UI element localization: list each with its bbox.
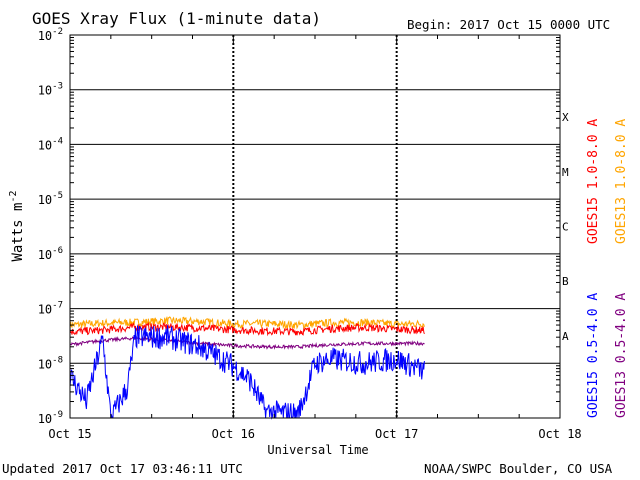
x-tick-label: Oct 17 <box>375 427 418 441</box>
y-tick-label: 10-9 <box>38 410 63 426</box>
flare-class-labels: A B C M X <box>562 111 569 343</box>
y-tick-base: 10 <box>38 357 52 371</box>
plot-area <box>70 34 560 419</box>
x-tick-label: Oct 18 <box>538 427 581 441</box>
x-axis-label: Universal Time <box>267 443 368 457</box>
y-tick-label: 10-6 <box>38 246 63 262</box>
y-tick-label: 10-8 <box>38 355 63 371</box>
flare-class-label: M <box>562 166 569 179</box>
y-tick-label: 10-5 <box>38 191 63 207</box>
y-axis-label-exponent: -2 <box>8 190 19 202</box>
y-tick-exponent: -6 <box>52 246 63 256</box>
y-axis-label: Watts m-2 <box>8 190 26 261</box>
flare-class-label: A <box>562 330 569 343</box>
y-tick-label: 10-2 <box>38 27 63 43</box>
y-tick-base: 10 <box>38 138 52 152</box>
y-tick-label: 10-3 <box>38 82 63 98</box>
series-line <box>69 335 425 350</box>
updated-timestamp: Updated 2017 Oct 17 03:46:11 UTC <box>2 461 243 476</box>
y-tick-label: 10-7 <box>38 301 63 317</box>
flare-class-label: B <box>562 275 569 288</box>
y-axis-label-text: Watts m <box>10 203 26 262</box>
y-tick-exponent: -5 <box>52 191 63 201</box>
series-layer <box>69 315 425 420</box>
legend: GOES15 1.0-8.0 A GOES13 1.0-8.0 A GOES15 0… <box>586 119 629 418</box>
y-tick-exponent: -3 <box>52 82 63 92</box>
y-tick-base: 10 <box>38 303 52 317</box>
legend-entry: GOES15 1.0-8.0 A <box>586 119 601 244</box>
y-tick-base: 10 <box>38 84 52 98</box>
y-tick-base: 10 <box>38 412 52 426</box>
y-tick-exponent: -2 <box>52 27 63 37</box>
x-tick-label: Oct 16 <box>212 427 255 441</box>
legend-entry: GOES13 0.5-4.0 A <box>614 293 629 418</box>
x-tick-label: Oct 15 <box>48 427 91 441</box>
y-tick-label: 10-4 <box>38 136 63 152</box>
series-line <box>69 315 425 330</box>
y-tick-exponent: -7 <box>52 301 63 311</box>
legend-entry: GOES13 1.0-8.0 A <box>614 119 629 244</box>
begin-date: Begin: 2017 Oct 15 0000 UTC <box>407 17 610 32</box>
flare-class-label: X <box>562 111 569 124</box>
plot-border <box>69 34 561 419</box>
chart-title: GOES Xray Flux (1-minute data) <box>32 9 321 28</box>
series-line <box>69 321 425 337</box>
series-line <box>69 325 425 420</box>
y-tick-base: 10 <box>38 29 52 43</box>
y-tick-exponent: -9 <box>52 410 63 420</box>
credit-text: NOAA/SWPC Boulder, CO USA <box>424 461 613 476</box>
flare-class-label: C <box>562 221 569 234</box>
y-tick-base: 10 <box>38 248 52 262</box>
legend-entry: GOES15 0.5-4.0 A <box>586 293 601 418</box>
y-tick-exponent: -4 <box>52 136 63 146</box>
y-tick-base: 10 <box>38 193 52 207</box>
y-tick-exponent: -8 <box>52 355 63 365</box>
plot-frame <box>69 34 561 419</box>
